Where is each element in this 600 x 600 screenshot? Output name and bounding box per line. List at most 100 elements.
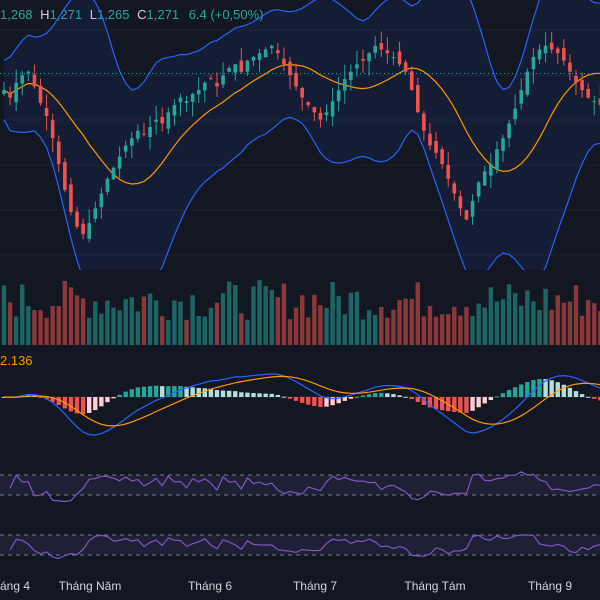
macd-histogram-bar	[336, 397, 341, 404]
volume-bar	[214, 302, 220, 345]
macd-histogram-bar	[360, 395, 366, 397]
candle-body	[196, 90, 201, 95]
month-label: Tháng 9	[527, 579, 573, 593]
volume-bar	[257, 280, 262, 345]
volume-bar	[592, 303, 597, 345]
rsi-pane-2[interactable]	[0, 515, 600, 575]
candle-body	[233, 64, 238, 73]
macd-histogram-bar	[415, 397, 420, 403]
candle-body	[178, 97, 183, 103]
volume-bar	[153, 300, 159, 345]
macd-histogram-bar	[299, 397, 305, 403]
macd-histogram-bar	[269, 393, 274, 397]
macd-histogram-bar	[129, 389, 134, 397]
macd-histogram-bar	[531, 380, 536, 397]
volume-bar	[74, 295, 80, 345]
candle-body	[276, 50, 280, 54]
macd-histogram-bar	[214, 390, 220, 397]
volume-bar	[147, 293, 153, 345]
candle-body	[580, 80, 584, 91]
macd-histogram-bar	[488, 397, 494, 401]
macd-histogram-bar	[397, 395, 402, 397]
volume-bar	[312, 294, 317, 345]
macd-histogram-bar	[592, 397, 597, 399]
change-percent: (+0,50%)	[210, 7, 264, 22]
candle-body	[409, 71, 414, 91]
volume-bar	[208, 307, 214, 345]
candle-body	[288, 61, 292, 76]
volume-bar	[342, 314, 347, 345]
volume-bar	[573, 285, 579, 345]
candle-body	[99, 193, 104, 208]
candle-body	[434, 141, 438, 153]
candle-body	[312, 107, 317, 113]
candle-body	[403, 62, 408, 72]
macd-histogram-bar	[348, 397, 354, 399]
macd-histogram-bar	[354, 396, 360, 398]
candle-body	[543, 45, 548, 54]
volume-bar	[379, 306, 384, 345]
volume-bar	[318, 305, 323, 345]
macd-histogram-bar	[506, 390, 512, 397]
volume-bar	[251, 286, 256, 345]
volume-bar	[336, 296, 341, 345]
volume-bar	[506, 284, 512, 345]
volume-bar	[263, 286, 268, 345]
macd-histogram-bar	[208, 388, 214, 397]
candle-body	[117, 156, 122, 169]
candle-body	[452, 183, 457, 194]
volume-pane[interactable]	[0, 275, 600, 345]
volume-bar	[178, 301, 183, 345]
volume-bar	[433, 316, 439, 345]
volume-bar	[293, 307, 299, 345]
volume-bar	[160, 316, 165, 345]
volume-bar	[397, 300, 402, 345]
bollinger-upper-line	[3, 0, 600, 91]
candle-body	[324, 112, 329, 116]
volume-bar	[196, 316, 201, 345]
volume-bar	[99, 313, 104, 345]
volume-bar	[500, 299, 506, 345]
macd-histogram-bar	[196, 387, 201, 397]
volume-bar	[525, 290, 530, 345]
macd-histogram-bar	[153, 385, 159, 397]
candle-body	[105, 178, 110, 192]
candle-body	[257, 53, 262, 60]
candle-body	[355, 64, 359, 69]
macd-histogram-bar	[324, 397, 329, 407]
volume-bar	[549, 309, 554, 345]
candle-body	[495, 149, 499, 170]
candle-body	[397, 51, 402, 65]
macd-histogram-bar	[251, 392, 256, 397]
macd-histogram-bar	[561, 384, 567, 397]
volume-bar	[184, 319, 189, 345]
price-pane[interactable]	[0, 0, 600, 270]
candle-body	[342, 79, 347, 91]
volume-bar	[20, 284, 25, 345]
macd-histogram-bar	[452, 397, 457, 412]
volume-bar	[68, 287, 74, 345]
month-label: Tháng Tám	[404, 579, 466, 593]
volume-bar	[330, 282, 335, 345]
macd-histogram-bar	[385, 393, 390, 397]
volume-bar	[452, 306, 457, 345]
macd-histogram-bar	[38, 397, 43, 398]
candle-body	[269, 45, 274, 49]
candle-body	[63, 162, 67, 190]
candle-body	[519, 90, 524, 104]
macd-histogram-bar	[117, 394, 122, 397]
candle-body	[440, 149, 444, 164]
macd-histogram-bar	[585, 396, 591, 398]
volume-bar	[306, 317, 311, 345]
candle-body	[50, 120, 55, 139]
macd-histogram-bar	[56, 397, 61, 406]
macd-histogram-bar	[494, 396, 500, 398]
candle-body	[148, 127, 152, 138]
macd-pane[interactable]	[0, 350, 600, 450]
candle-body	[446, 164, 451, 179]
candle-body	[69, 184, 73, 212]
macd-histogram-bar	[135, 387, 141, 397]
candle-body	[184, 101, 189, 103]
rsi-pane-1[interactable]	[0, 455, 600, 515]
